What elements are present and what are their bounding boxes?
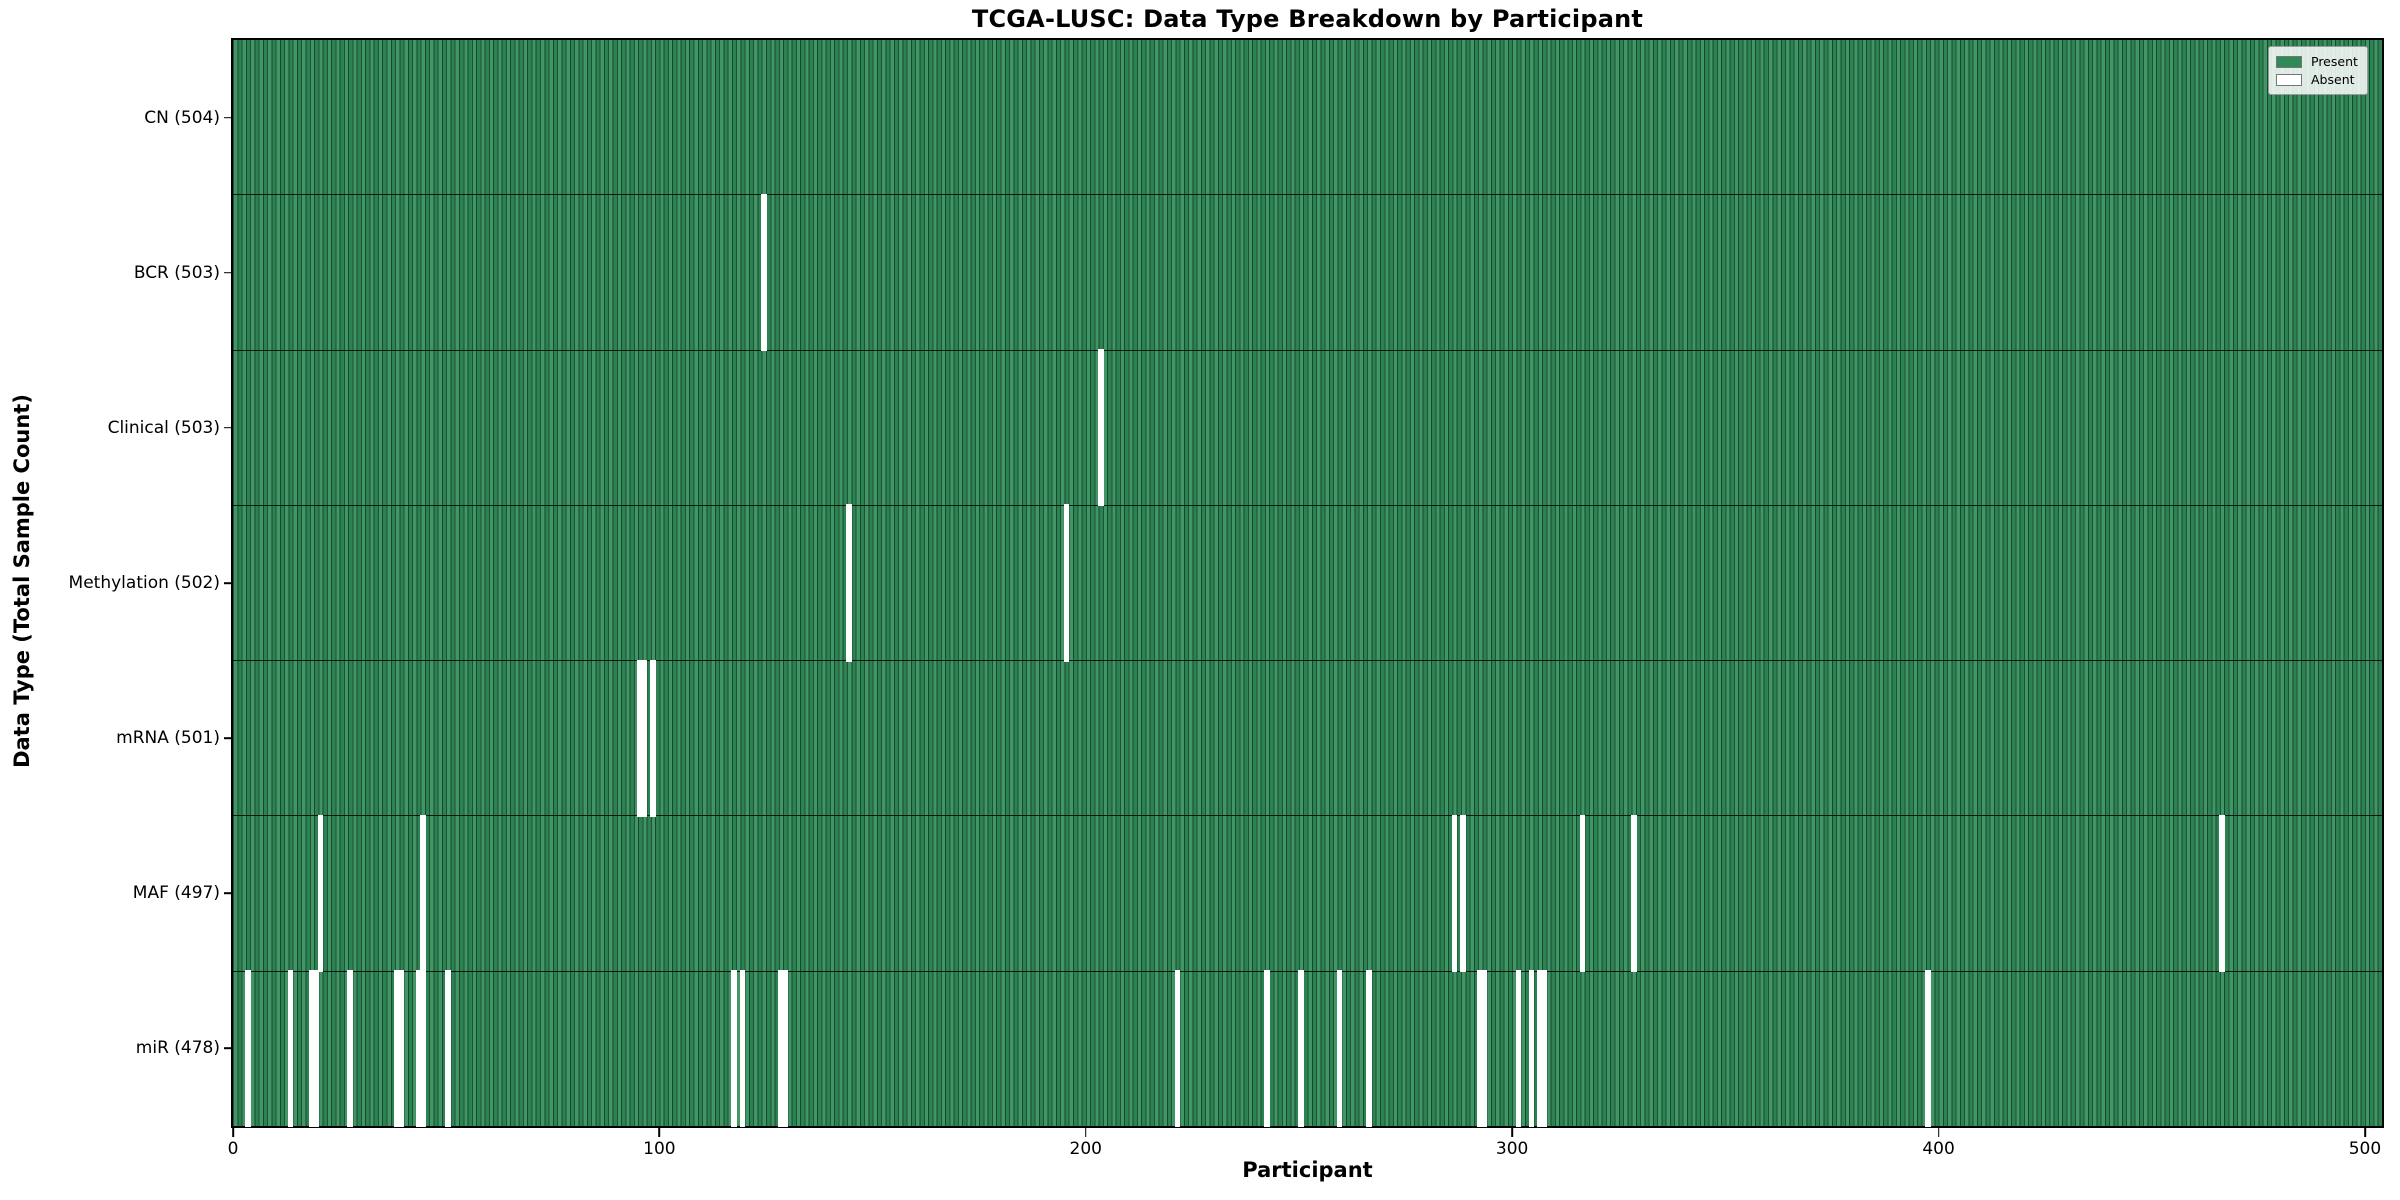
x-tick-mark	[2364, 1128, 2366, 1137]
y-tick-mark	[224, 892, 233, 895]
absent-stripe	[2219, 814, 2225, 973]
x-tick-label-200: 200	[1069, 1139, 1102, 1159]
y-tick-mark	[224, 582, 233, 584]
x-tick-mark	[1084, 1128, 1087, 1137]
legend-item-absent: Absent	[2276, 71, 2358, 87]
absent-stripe	[445, 970, 452, 1128]
absent-stripe	[1537, 970, 1547, 1128]
absent-stripe	[1579, 814, 1586, 973]
x-tick-label-300: 300	[1495, 1139, 1529, 1159]
y-tick-mark	[224, 116, 233, 119]
absent-stripe	[347, 970, 354, 1128]
x-axis-label: Participant	[1242, 1158, 1373, 1182]
absent-stripe	[1063, 504, 1070, 662]
absent-stripe	[1925, 970, 1931, 1128]
heatmap-row-mrna	[233, 659, 2382, 817]
absent-stripe	[1264, 970, 1270, 1128]
x-tick-label-100: 100	[643, 1139, 676, 1159]
heatmap-row-maf	[233, 814, 2382, 973]
x-tick-mark	[1937, 1128, 1940, 1137]
x-tick-mark	[1511, 1128, 1513, 1137]
legend: Present Absent	[2268, 46, 2368, 95]
y-tick-label-bcr: BCR (503)	[133, 262, 220, 283]
absent-stripe	[1630, 814, 1637, 973]
absent-stripe	[394, 970, 405, 1128]
heatmap-row-cn	[233, 40, 2382, 195]
x-tick-mark	[658, 1128, 661, 1137]
absent-stripe	[309, 970, 319, 1128]
absent-stripe	[1298, 970, 1304, 1128]
absent-stripe	[1515, 970, 1522, 1128]
absent-stripe	[245, 970, 251, 1128]
legend-swatch-present-icon	[2276, 56, 2302, 69]
absent-stripe	[1336, 970, 1343, 1128]
absent-stripe	[761, 193, 767, 352]
y-tick-label-mir: miR (478)	[135, 1038, 220, 1059]
y-tick-mark	[224, 1047, 233, 1050]
absent-stripe	[287, 970, 294, 1128]
plot-area	[231, 38, 2384, 1128]
absent-stripe	[1528, 970, 1535, 1128]
heatmap-row-bcr	[233, 193, 2382, 352]
absent-stripe	[1477, 970, 1488, 1128]
absent-stripe	[415, 970, 426, 1128]
absent-stripe	[1097, 349, 1104, 507]
absent-stripe	[1460, 814, 1466, 973]
absent-stripe	[419, 814, 426, 973]
absent-stripe	[846, 504, 852, 662]
x-tick-label-0: 0	[227, 1139, 239, 1159]
y-tick-label-maf: MAF (497)	[132, 883, 220, 904]
absent-stripe	[317, 814, 324, 973]
y-tick-mark	[224, 737, 233, 739]
heatmap-row-methylation	[233, 504, 2382, 662]
absent-stripe	[1174, 970, 1181, 1128]
absent-stripe	[739, 970, 746, 1128]
chart-title: TCGA-LUSC: Data Type Breakdown by Partic…	[971, 5, 1644, 33]
y-tick-label-cn: CN (504)	[144, 107, 220, 128]
absent-stripe	[1451, 814, 1458, 973]
y-tick-label-clinical: Clinical (503)	[107, 417, 220, 438]
legend-item-present: Present	[2276, 54, 2358, 69]
x-tick-label-400: 400	[1922, 1139, 1955, 1159]
absent-stripe	[778, 970, 788, 1128]
y-tick-label-methylation: Methylation (502)	[68, 573, 220, 593]
legend-swatch-absent-icon	[2276, 73, 2302, 86]
absent-stripe	[637, 659, 648, 817]
absent-stripe	[650, 659, 656, 817]
y-tick-mark	[224, 271, 233, 274]
heatmap-row-clinical	[233, 349, 2382, 507]
absent-stripe	[1366, 970, 1373, 1128]
x-tick-mark	[232, 1128, 234, 1137]
heatmap-row-mir	[233, 970, 2382, 1128]
legend-label-present: Present	[2311, 54, 2358, 69]
x-tick-label-500: 500	[2348, 1139, 2382, 1159]
legend-label-absent: Absent	[2311, 71, 2355, 87]
y-tick-label-mrna: mRNA (501)	[116, 728, 220, 749]
absent-stripe	[731, 970, 737, 1128]
y-tick-mark	[224, 427, 233, 429]
